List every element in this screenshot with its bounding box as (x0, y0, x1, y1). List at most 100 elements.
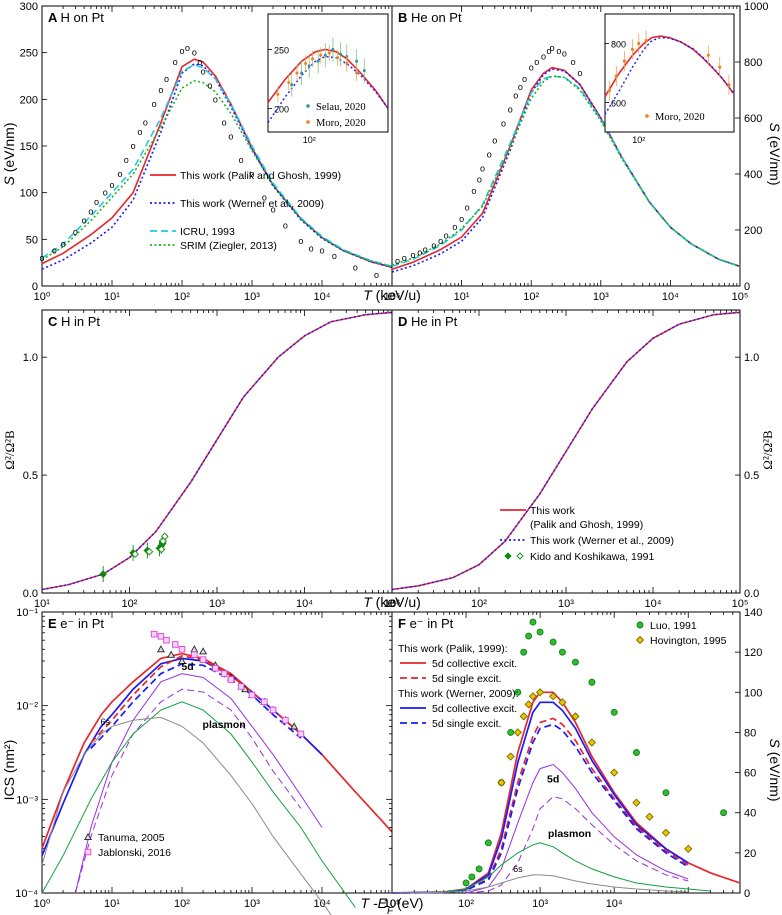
inset-y-tick-label: 200 (274, 104, 289, 114)
row2-right-ylabel: Ω²/Ω²B (760, 430, 775, 470)
jablonski-point (178, 646, 186, 653)
jablonski-point (157, 633, 165, 640)
hovington-point (549, 692, 558, 701)
legend-label: 5d single excit. (432, 673, 501, 685)
inset-legend-label: Moro, 2020 (316, 118, 366, 129)
legend-label: This work (530, 505, 576, 517)
y-tick-label: 80 (744, 727, 756, 739)
legend-swatch (84, 832, 92, 841)
legend: This work (Palik and Ghosh, 1999) This wor… (500, 505, 674, 563)
series-line (41, 716, 332, 915)
inset-A: 200 250 10² Selau, 2020 Moro, 2020 (267, 13, 389, 145)
legend-swatch (306, 120, 310, 124)
series-line (41, 311, 393, 591)
y-tick-label: 600 (744, 113, 762, 125)
legend-label: Hovington, 1995 (650, 635, 727, 647)
experiment-point: o (309, 244, 314, 254)
selau-point (355, 59, 359, 63)
hovington-point (661, 828, 671, 837)
experiment-point: o (158, 85, 163, 95)
experiment-point: o (39, 253, 44, 263)
experiment-point: o (124, 155, 129, 165)
panel-title: D He in Pt (398, 314, 458, 329)
series-line (41, 63, 393, 270)
legend-label: Kido and Koshikawa, 1991 (530, 551, 654, 563)
experiment-point: o (410, 250, 415, 260)
moro-point (355, 71, 359, 75)
jablonski-point (282, 716, 289, 724)
experiment-point: o (137, 127, 142, 137)
experiment-point: o (143, 118, 148, 128)
y-tick-label: 200 (744, 225, 762, 237)
x-tick-label: 10³ (244, 898, 260, 910)
series-line (391, 68, 741, 273)
x-tick-label: 10³ (593, 291, 609, 303)
experiment-point: o (518, 82, 523, 92)
moro-point (614, 74, 618, 78)
moro-point (345, 62, 349, 66)
luo-point (633, 749, 640, 756)
x-tick-label: 10² (471, 598, 487, 610)
legend-swatch (645, 114, 649, 118)
moro-point (607, 89, 611, 93)
experiment-point: o (173, 57, 178, 67)
panel-letter: F (398, 616, 410, 631)
luo-point (462, 879, 470, 887)
selau-point (300, 71, 304, 75)
experiment-point: o (319, 246, 324, 256)
row3-labels: ICS (nm²) S (eV/nm) T -EF (eV) (1, 738, 782, 915)
row1-xlabel: T (keV/u) (363, 287, 421, 303)
experiment-point: o (164, 74, 169, 84)
x-tick-label: 10³ (209, 598, 225, 610)
experiment-point: o (501, 119, 506, 129)
row1-right-ylabel: S (eV/nm) (767, 122, 782, 185)
experiment-point: o (556, 46, 561, 56)
x-tick-label: 10¹ (104, 291, 120, 303)
legend-label: Luo, 1991 (650, 620, 697, 632)
hovington-point (513, 728, 522, 737)
hovington-point (632, 798, 641, 807)
experiment-point: o (262, 192, 267, 202)
experiment-point: o (452, 222, 457, 232)
legend-swatch (84, 848, 92, 856)
y-tick-label: 120 (744, 647, 762, 659)
plot-frame (41, 611, 393, 894)
experiment-point: o (332, 251, 337, 261)
luo-point (475, 865, 483, 873)
panel-E: 10⁰ 10¹ 10² 10³ 10⁴ 10⁵ 10⁻⁴ 10⁻³ 10⁻² 10⁻¹ E e⁻ i… (15, 607, 400, 915)
x-tick-label: 10⁰ (34, 898, 51, 910)
inset-x-tick-label: 10² (632, 135, 645, 145)
experiment-point: o (550, 43, 555, 53)
panel-title-text: e⁻ in Pt (60, 616, 104, 631)
series-line (74, 688, 302, 894)
row3-right-ylabel: S (eV/nm) (767, 738, 782, 801)
experiment-point: o (423, 245, 428, 255)
experiment-point: o (61, 239, 66, 249)
jablonski-point (163, 636, 170, 644)
jablonski-point (220, 670, 228, 677)
hovington-point (571, 712, 580, 721)
series-line (41, 657, 323, 857)
experiment-point: o (477, 175, 482, 185)
inset-line (267, 55, 389, 123)
legend-label: SRIM (Ziegler, 2013) (180, 240, 277, 252)
luo-point (514, 688, 522, 696)
row2-labels: Ω²/Ω²B Ω²/Ω²B T (keV/u) (2, 430, 775, 610)
moro-point (319, 53, 323, 57)
experiment-point: o (283, 220, 288, 230)
legend-label: 5d collective excit. (432, 658, 517, 670)
experiment-point: o (513, 91, 518, 101)
experiment-point: o (201, 66, 206, 76)
experiment-point: o (522, 74, 527, 84)
panel-F: 10¹ 10² 10³ 10⁴ 0 20 40 60 80 100 120 140 F e⁻ in Pt… (384, 607, 762, 910)
experiment-point: o (508, 105, 513, 115)
selau-point (316, 59, 320, 63)
panels: 10⁰ 10¹ 10² 10³ 10⁴ 10⁵050100150200250300oooo… (15, 1, 768, 915)
experiment-point: o (571, 57, 576, 67)
moro-point (276, 92, 280, 96)
x-tick-label: 10⁴ (606, 898, 623, 910)
y-tick-label: 100 (744, 687, 762, 699)
experiment-point: o (131, 141, 136, 151)
